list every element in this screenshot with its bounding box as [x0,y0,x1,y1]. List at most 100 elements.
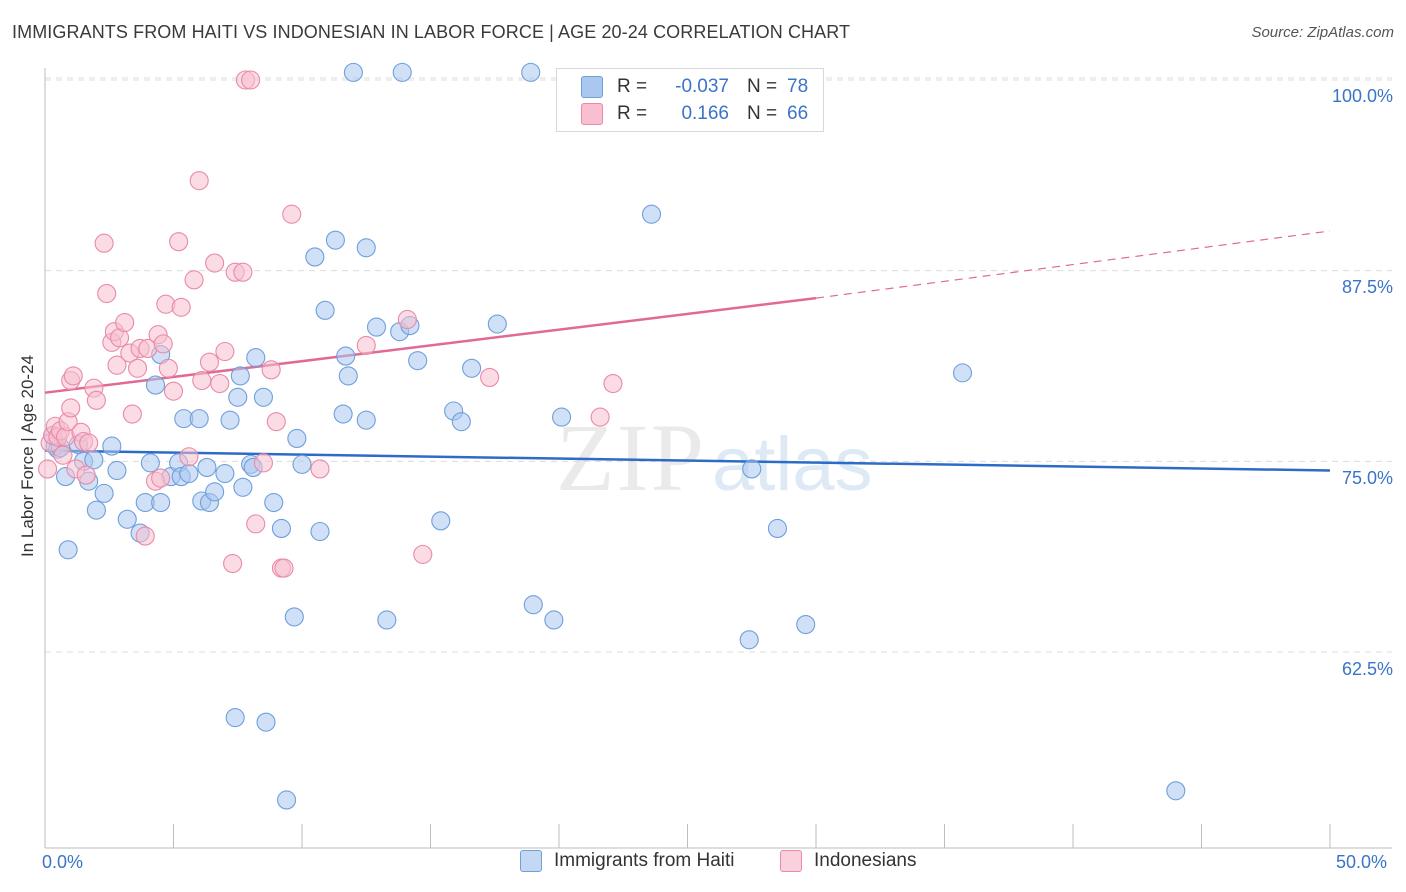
point-indonesians [603,373,623,394]
watermark-atlas: atlas [712,422,873,507]
point-haiti [366,317,387,337]
point-haiti [189,409,209,429]
legend-swatch-haiti [520,850,542,872]
point-haiti [408,351,428,371]
point-haiti [333,404,353,424]
point-indonesians [38,459,58,479]
point-haiti [552,407,572,427]
point-indonesians [61,398,81,418]
point-haiti [523,595,543,615]
point-indonesians [94,233,114,253]
point-haiti [230,366,250,386]
point-haiti [233,477,253,497]
point-indonesians [115,312,135,333]
legend-item-indonesians[interactable]: Indonesians [780,850,916,872]
point-haiti [487,314,507,334]
point-haiti [521,62,541,82]
point-indonesians [163,381,184,401]
legend-swatch-indonesians [780,850,802,872]
point-indonesians [241,70,261,90]
point-haiti [197,457,217,477]
point-haiti [284,607,304,627]
point-indonesians [261,360,281,380]
point-haiti [1166,781,1186,801]
point-haiti [431,511,451,531]
point-indonesians [282,204,302,224]
point-indonesians [480,367,500,387]
legend-n-label: N = [747,76,778,97]
legend-n-value: 78 [787,76,809,97]
point-indonesians [158,358,178,378]
point-indonesians [169,232,189,252]
point-indonesians [76,465,96,485]
trend-lines [44,230,1331,472]
point-indonesians [223,553,243,574]
y-tick-label: 62.5% [1341,659,1393,679]
point-haiti [256,712,276,732]
point-haiti [151,492,171,513]
point-haiti [205,482,225,502]
point-indonesians [274,558,294,578]
point-indonesians [97,283,117,304]
legend-n-label: N = [747,103,778,124]
point-haiti [451,412,471,432]
point-indonesians [413,544,433,564]
point-haiti [292,454,312,474]
trend-line-indonesians-extension [815,230,1331,299]
point-haiti [544,610,564,630]
point-haiti [356,238,376,258]
legend-label-haiti: Immigrants from Haiti [554,850,735,871]
point-haiti [343,62,363,82]
point-indonesians [189,171,209,191]
legend-row-haiti: R = -0.037 N = 78 [581,75,808,99]
grid-lines [45,77,1392,653]
point-haiti [145,375,166,395]
point-haiti [767,518,788,538]
point-indonesians [107,355,127,375]
legend-r-label: R = [617,76,648,97]
point-haiti [392,62,412,82]
point-indonesians [122,404,142,424]
point-indonesians [86,390,106,410]
point-indonesians [151,468,171,488]
point-haiti [264,492,284,513]
x-tick-label-min: 0.0% [42,852,84,872]
legend-n-value: 66 [787,103,809,124]
legend-item-haiti[interactable]: Immigrants from Haiti [520,850,735,872]
legend-swatch-indonesians [581,103,603,125]
x-tick-label-max: 50.0% [1336,852,1388,872]
point-indonesians [233,262,253,282]
point-indonesians [205,253,225,273]
point-indonesians [153,334,173,354]
point-haiti [287,428,307,449]
point-indonesians [53,445,73,465]
point-haiti [215,463,235,484]
point-indonesians [310,459,330,479]
series-legend: Immigrants from Haiti Indonesians [0,850,1406,878]
point-haiti [228,387,248,407]
point-indonesians [246,514,266,534]
point-indonesians [184,270,204,290]
watermark-zip: ZIP [556,404,706,511]
point-haiti [952,363,973,383]
point-indonesians [127,358,148,378]
point-haiti [305,247,325,267]
legend-r-label: R = [617,103,648,124]
point-haiti [796,614,816,635]
y-tick-label: 100.0% [1331,86,1393,106]
legend-swatch-haiti [581,76,603,98]
point-haiti [325,230,345,250]
point-haiti [336,346,356,366]
point-haiti [310,521,330,542]
point-haiti [246,348,266,368]
point-haiti [739,630,759,650]
point-haiti [253,387,274,407]
point-haiti [271,518,291,538]
point-haiti [179,463,199,484]
point-haiti [462,358,482,378]
point-indonesians [135,526,155,546]
axes [44,68,1392,849]
point-indonesians [179,447,199,467]
point-haiti [86,500,106,520]
